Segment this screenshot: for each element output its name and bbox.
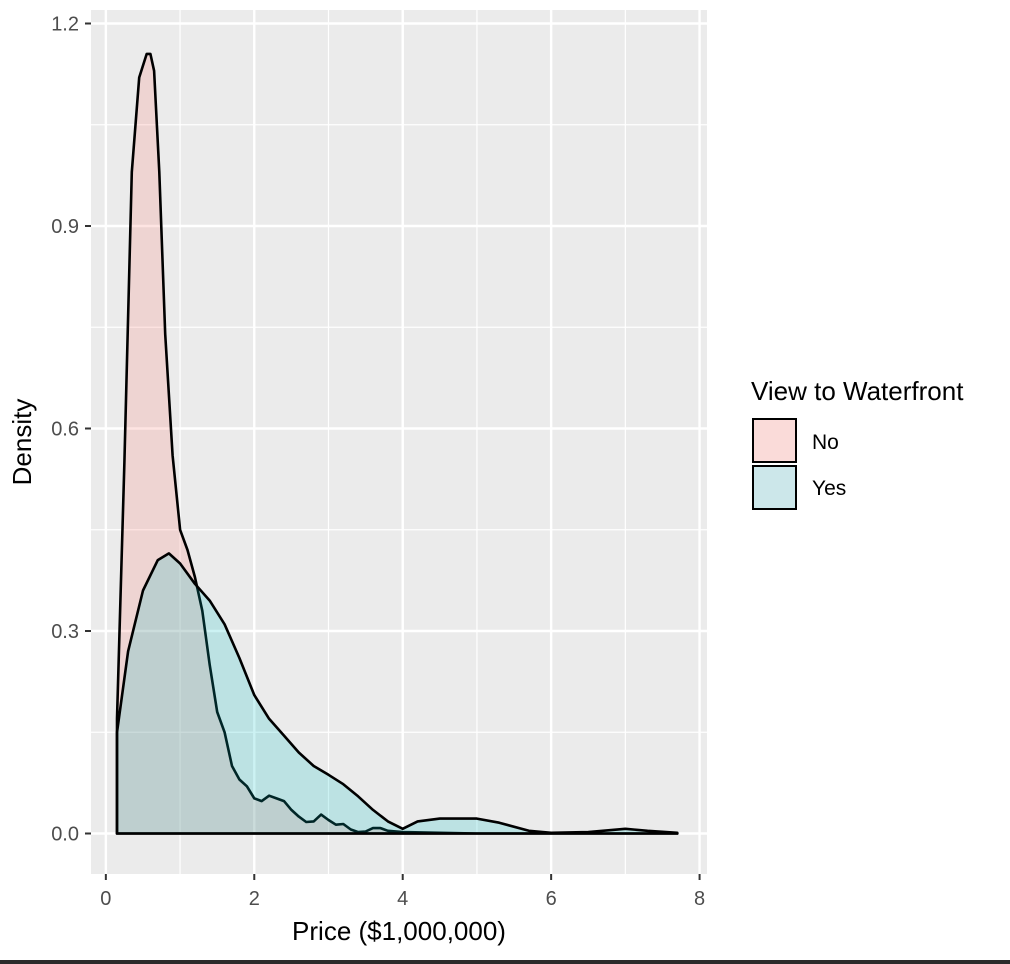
legend-key-yes bbox=[752, 465, 797, 510]
legend-title: View to Waterfront bbox=[751, 376, 964, 406]
x-tick-label: 2 bbox=[249, 888, 260, 910]
x-tick-label: 4 bbox=[397, 888, 408, 910]
axes: 0 2 4 6 8 0.0 0.3 0.6 0.9 1.2 bbox=[51, 14, 705, 911]
density-area-yes bbox=[115, 552, 679, 835]
window-bottom-border bbox=[0, 960, 1010, 964]
legend-label-no: No bbox=[812, 431, 839, 454]
x-tick-label: 8 bbox=[694, 888, 705, 910]
y-axis-title: Density bbox=[7, 399, 37, 486]
y-tick-label: 0.0 bbox=[51, 824, 79, 846]
legend-key-no bbox=[752, 418, 797, 463]
x-axis-title: Price ($1,000,000) bbox=[292, 916, 506, 946]
x-tick-label: 6 bbox=[546, 888, 557, 910]
y-tick-label: 0.9 bbox=[51, 216, 79, 238]
density-area-no bbox=[115, 52, 679, 835]
legend-label-yes: Yes bbox=[812, 477, 846, 500]
y-tick-label: 0.6 bbox=[51, 419, 79, 441]
panel-background bbox=[91, 10, 707, 874]
y-tick-label: 0.3 bbox=[51, 621, 79, 643]
density-areas bbox=[115, 52, 679, 835]
x-tick-label: 0 bbox=[100, 888, 111, 910]
legend: View to Waterfront No Yes bbox=[751, 376, 964, 510]
y-tick-label: 1.2 bbox=[51, 14, 79, 36]
